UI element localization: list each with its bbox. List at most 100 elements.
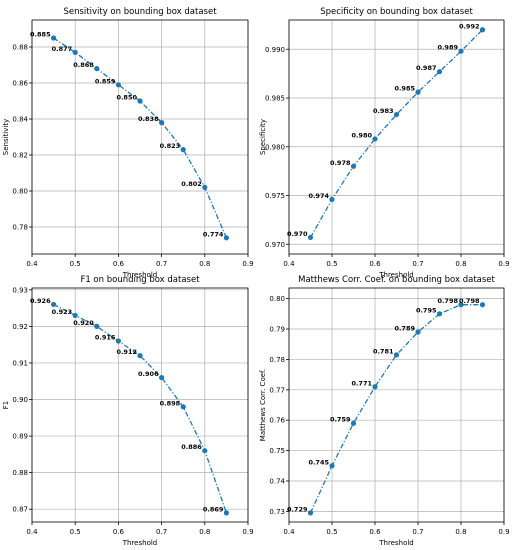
chart-sensitivity-data-label: 0.868 <box>73 61 94 69</box>
chart-sensitivity-data-label: 0.850 <box>116 94 137 102</box>
chart-sensitivity-data-point <box>51 35 57 41</box>
chart-matthews-corr-coef-data-label: 0.798 <box>459 297 480 305</box>
chart-sensitivity-data-point <box>180 147 186 153</box>
chart-matthews-corr-coef-data-point <box>458 302 464 308</box>
chart-f1-x-tick-label: 0.4 <box>26 528 38 536</box>
chart-specificity-data-point <box>307 234 314 241</box>
chart-specificity-data-label: 0.974 <box>308 192 329 200</box>
chart-sensitivity-x-tick-label: 0.9 <box>242 260 253 268</box>
chart-sensitivity-data-label: 0.859 <box>95 77 116 85</box>
chart-matthews-corr-coef-data-point <box>372 384 378 390</box>
chart-f1-data-label: 0.869 <box>203 505 224 513</box>
chart-sensitivity-y-tick-label: 0.84 <box>12 116 28 124</box>
chart-sensitivity-y-tick-label: 0.82 <box>12 152 28 160</box>
chart-specificity-data-point <box>393 111 400 118</box>
chart-f1-y-tick-label: 0.90 <box>12 396 28 404</box>
chart-f1-data-label: 0.916 <box>95 334 116 342</box>
chart-matthews-corr-coef-title: Matthews Corr. Coef. on bounding box dat… <box>298 275 495 285</box>
chart-f1-data-point <box>51 301 57 308</box>
chart-matthews-corr-coef-x-tick-label: 0.4 <box>283 528 295 536</box>
chart-f1-x-tick-label: 0.5 <box>70 528 81 536</box>
chart-f1-y-tick-label: 0.93 <box>12 286 28 294</box>
chart-matthews-corr-coef-data-label: 0.729 <box>287 505 308 513</box>
chart-f1-y-tick-label: 0.89 <box>12 433 28 441</box>
chart-specificity-y-tick-label: 0.970 <box>265 241 285 249</box>
chart-specificity-x-tick-label: 0.8 <box>455 260 466 268</box>
chart-sensitivity-y-tick-label: 0.78 <box>12 224 28 232</box>
chart-f1-data-point <box>159 374 165 381</box>
chart-specificity-data-label: 0.980 <box>351 131 372 139</box>
chart-sensitivity-data-point <box>202 184 208 190</box>
chart-sensitivity-data-label: 0.838 <box>138 115 159 123</box>
chart-matthews-corr-coef-data-point <box>393 352 400 358</box>
chart-f1-data-point <box>180 404 186 410</box>
chart-specificity-data-label: 0.970 <box>287 230 308 238</box>
chart-specificity-y-tick-label: 0.985 <box>265 95 285 103</box>
chart-matthews-corr-coef-y-tick-label: 0.73 <box>269 508 285 516</box>
chart-matthews-corr-coef-data-label: 0.781 <box>373 347 394 355</box>
chart-matthews-corr-coef-data-label: 0.759 <box>330 416 351 424</box>
chart-sensitivity-x-tick-label: 0.7 <box>156 260 167 268</box>
chart-matthews-corr-coef-y-tick-label: 0.76 <box>269 417 285 425</box>
chart-specificity: 0.4 0.5 0.6 0.7 0.8 0.9 0.970 0.975 0.980 0.985 0.… <box>259 7 510 279</box>
chart-specificity-data-label: 0.992 <box>459 22 480 30</box>
chart-matthews-corr-coef-x-tick-label: 0.6 <box>369 528 381 536</box>
chart-f1-data-point <box>72 312 78 319</box>
chart-f1-data-point <box>137 353 143 359</box>
chart-f1-data-label: 0.920 <box>73 319 94 327</box>
chart-sensitivity-data-point <box>72 49 78 56</box>
chart-sensitivity-y-tick-label: 0.80 <box>12 188 28 196</box>
chart-f1-x-tick-label: 0.9 <box>242 528 253 536</box>
chart-sensitivity-x-tick-label: 0.5 <box>70 260 81 268</box>
chart-specificity-x-tick-label: 0.6 <box>369 260 381 268</box>
chart-matthews-corr-coef-y-axis-label: Matthews Corr. Coef. <box>259 369 267 441</box>
chart-specificity-data-point <box>415 89 421 95</box>
chart-specificity-y-tick-label: 0.975 <box>265 192 285 200</box>
chart-matthews-corr-coef-y-tick-label: 0.80 <box>269 295 285 303</box>
chart-matthews-corr-coef-y-tick-label: 0.79 <box>269 326 285 334</box>
chart-f1-title: F1 on bounding box dataset <box>80 275 200 285</box>
chart-specificity-data-point <box>329 196 335 202</box>
chart-sensitivity-data-point <box>223 235 229 241</box>
chart-f1-data-point <box>115 338 121 344</box>
chart-specificity-y-tick-label: 0.980 <box>265 143 285 151</box>
chart-matthews-corr-coef-x-tick-label: 0.9 <box>498 528 509 536</box>
chart-sensitivity-data-point <box>94 66 100 72</box>
chart-sensitivity-y-tick-label: 0.86 <box>12 80 28 88</box>
chart-f1-data-label: 0.906 <box>138 370 159 378</box>
chart-specificity-x-tick-label: 0.9 <box>498 260 509 268</box>
chart-f1: 0.4 0.5 0.6 0.7 0.8 0.9 0.87 0.88 0.89 0.90 0.91 0.… <box>2 275 254 547</box>
chart-sensitivity-data-label: 0.877 <box>52 45 73 53</box>
chart-specificity-title: Specificity on bounding box dataset <box>320 7 473 17</box>
chart-matthews-corr-coef-data-label: 0.771 <box>351 379 372 387</box>
chart-sensitivity-x-axis-label: Threshold <box>122 271 158 279</box>
chart-specificity-y-axis-label: Specificity <box>259 119 267 155</box>
chart-f1-x-axis-label: Threshold <box>122 539 158 547</box>
chart-f1-data-label: 0.923 <box>52 308 73 316</box>
chart-matthews-corr-coef-y-tick-label: 0.75 <box>269 447 285 455</box>
chart-specificity-data-label: 0.989 <box>437 44 458 52</box>
chart-f1-y-tick-label: 0.88 <box>12 469 28 477</box>
chart-specificity-data-label: 0.985 <box>394 85 415 93</box>
chart-sensitivity-data-label: 0.802 <box>181 180 202 188</box>
chart-f1-x-tick-label: 0.6 <box>113 528 125 536</box>
chart-matthews-corr-coef-data-label: 0.798 <box>437 297 458 305</box>
chart-specificity-data-label: 0.987 <box>416 64 437 72</box>
chart-specificity-data-point <box>479 27 486 33</box>
chart-matthews-corr-coef-data-point <box>436 311 443 317</box>
chart-sensitivity-data-point <box>137 98 143 104</box>
chart-sensitivity-y-tick-label: 0.88 <box>12 44 28 52</box>
chart-f1-data-point <box>94 323 100 329</box>
chart-sensitivity-data-point <box>159 120 165 126</box>
chart-sensitivity-y-axis-label: Sensitivity <box>2 119 10 155</box>
chart-matthews-corr-coef: 0.4 0.5 0.6 0.7 0.8 0.9 0.73 0.74 0.75 0.76 0.77 0.… <box>259 275 510 547</box>
chart-matthews-corr-coef-data-point <box>329 463 335 469</box>
chart-matthews-corr-coef-x-tick-label: 0.7 <box>412 528 423 536</box>
chart-matthews-corr-coef-data-point <box>307 510 314 516</box>
chart-matthews-corr-coef-y-tick-label: 0.74 <box>269 477 285 485</box>
chart-f1-data-label: 0.886 <box>181 443 202 451</box>
chart-f1-data-point <box>202 448 208 454</box>
chart-sensitivity-data-label: 0.823 <box>160 142 181 150</box>
chart-specificity-data-point <box>458 48 464 54</box>
